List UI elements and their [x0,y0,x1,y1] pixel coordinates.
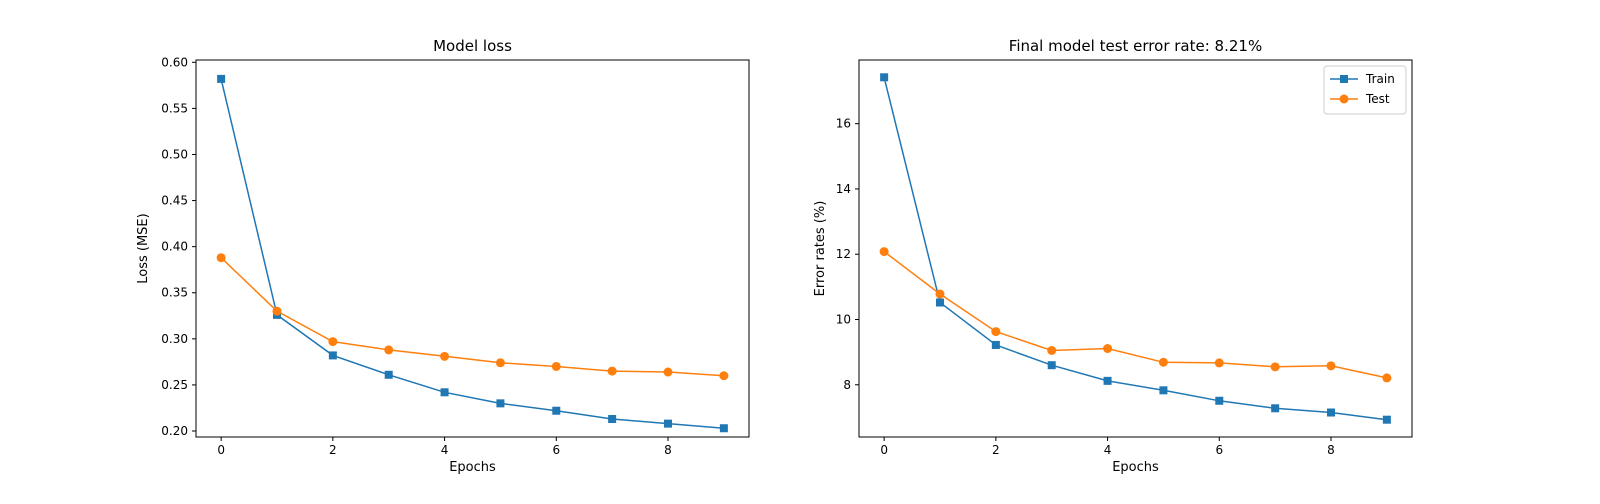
data-point-test [1047,346,1057,356]
y-axis-label: Error rates (%) [813,201,828,297]
data-point-train [552,406,561,415]
legend-label: Train [1365,72,1395,86]
y-tick-label: 0.35 [161,286,188,300]
data-point-test [879,247,889,257]
axes-frame [195,59,750,438]
y-tick-label: 16 [836,117,851,131]
data-point-train [1047,361,1056,370]
data-point-train [719,424,728,433]
data-point-train [664,419,673,428]
y-tick-label: 0.30 [161,332,188,346]
legend-entry-train: Train [1330,72,1395,86]
data-point-test [216,253,226,263]
legend: Train Test [1323,65,1407,115]
data-point-train [1271,404,1280,413]
y-axis-label: Loss (MSE) [136,213,151,283]
series-line-train [883,77,1387,421]
x-tick-label: 4 [441,443,449,457]
legend-marker [1339,94,1349,104]
legend-entry-test: Test [1330,92,1390,106]
data-point-train [880,73,889,82]
data-point-test [328,337,338,347]
y-tick-label: 0.55 [161,101,188,115]
data-point-train [608,415,617,424]
data-point-train [217,74,226,83]
data-point-train [1382,415,1391,424]
data-point-test [935,289,945,299]
x-axis-label: Epochs [449,460,496,475]
axes-frame [858,59,1413,438]
data-point-train [1215,396,1224,405]
y-tick-label: 8 [843,378,851,392]
data-point-test [384,345,394,355]
series-train [217,74,728,433]
data-point-test [719,371,729,381]
data-point-train [1327,408,1336,417]
y-tick-label: 0.45 [161,194,188,208]
x-tick-label: 2 [992,443,1000,457]
data-point-test [991,327,1001,337]
series-test [879,247,1392,383]
data-point-test [551,361,561,371]
series-line-test [883,251,1388,379]
data-point-train [384,370,393,379]
series-line-train [220,78,724,429]
data-point-train [935,298,944,307]
x-tick-label: 4 [1104,443,1112,457]
data-point-train [1159,386,1168,395]
x-tick-label: 8 [664,443,672,457]
data-point-test [663,367,673,377]
data-point-train [496,399,505,408]
y-tick-label: 0.50 [161,147,188,161]
data-point-train [440,388,449,397]
x-axis-label: Epochs [1112,460,1159,475]
chart-title: Model loss [433,37,512,55]
y-tick-label: 12 [836,247,851,261]
data-point-test [1158,357,1168,367]
chart-title: Final model test error rate: 8.21% [1009,37,1262,55]
data-point-train [1103,376,1112,385]
y-tick-label: 0.60 [161,55,188,69]
chart-panel-1: 0 2 4 6 8 0.20 0.25 0.30 0.35 0.40 0.45 0.50 0.55 0.6… [136,37,750,475]
series-line-test [220,257,724,377]
y-tick-label: 0.20 [161,424,188,438]
x-tick-label: 0 [880,443,888,457]
data-point-test [1270,362,1280,372]
x-tick-label: 8 [1327,443,1335,457]
y-tick-label: 0.25 [161,378,188,392]
data-point-train [328,351,337,360]
y-tick-label: 14 [836,182,851,196]
series-train [880,73,1391,424]
y-tick-label: 0.40 [161,240,188,254]
data-point-test [495,358,505,368]
data-point-test [1103,344,1113,354]
x-tick-label: 2 [329,443,337,457]
x-tick-label: 6 [1215,443,1223,457]
data-point-test [440,351,450,361]
x-tick-label: 0 [217,443,225,457]
y-tick-label: 10 [836,312,851,326]
data-point-train [991,340,1000,349]
data-point-test [272,306,282,316]
data-point-test [1214,358,1224,368]
data-point-test [607,366,617,376]
legend-label: Test [1365,92,1390,106]
chart-panel-2: 0 2 4 6 8 8 10 12 14 16 Final model test error rat… [813,37,1413,475]
legend-marker [1340,75,1348,83]
data-point-test [1382,373,1392,383]
series-test [216,253,729,381]
data-point-test [1326,361,1336,371]
x-tick-label: 6 [552,443,560,457]
